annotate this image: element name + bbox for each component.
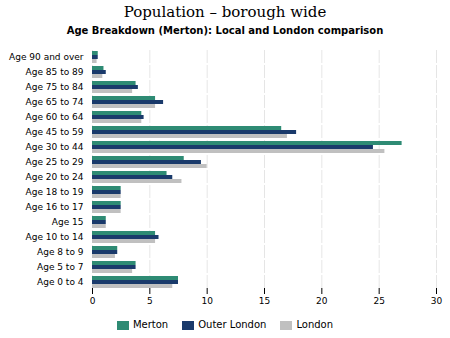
svg-text:Age 18 to 19: Age 18 to 19 xyxy=(26,187,84,197)
svg-text:Age 8 to 9: Age 8 to 9 xyxy=(37,247,84,257)
svg-text:15: 15 xyxy=(259,296,270,306)
svg-text:20: 20 xyxy=(316,296,328,306)
svg-text:10: 10 xyxy=(201,296,213,306)
svg-text:Age 15: Age 15 xyxy=(52,217,84,227)
svg-text:0: 0 xyxy=(90,296,96,306)
svg-text:Age 20 to 24: Age 20 to 24 xyxy=(26,172,84,182)
html-text:Merton: Merton xyxy=(132,319,169,330)
html-text:Outer London: Outer London xyxy=(198,319,267,330)
svg-text:Age 60 to 64: Age 60 to 64 xyxy=(26,112,84,122)
svg-text:30: 30 xyxy=(431,296,443,306)
svg-text:Age 0 to 4: Age 0 to 4 xyxy=(37,277,84,287)
html-text:Population – borough wide: Population – borough wide xyxy=(123,3,327,21)
html-text:London: London xyxy=(296,319,334,330)
html-text:Age Breakdown (Merton): Local: Age Breakdown (Merton): Local and London… xyxy=(66,25,384,36)
svg-text:25: 25 xyxy=(373,296,384,306)
svg-text:Age 5 to 7: Age 5 to 7 xyxy=(37,262,83,272)
svg-text:Age 16 to 17: Age 16 to 17 xyxy=(26,202,84,212)
svg-text:Age 30 to 44: Age 30 to 44 xyxy=(26,142,84,152)
svg-text:Age 65 to 74: Age 65 to 74 xyxy=(26,97,84,107)
svg-text:5: 5 xyxy=(147,296,153,306)
svg-text:Age 25 to 29: Age 25 to 29 xyxy=(26,157,84,167)
svg-text:Age 85 to 89: Age 85 to 89 xyxy=(26,67,84,77)
svg-text:Age 90 and over: Age 90 and over xyxy=(9,52,84,62)
svg-text:Age 10 to 14: Age 10 to 14 xyxy=(26,232,84,242)
svg-text:Age 45 to 59: Age 45 to 59 xyxy=(26,127,84,137)
svg-text:Age 75 to 84: Age 75 to 84 xyxy=(26,82,84,92)
